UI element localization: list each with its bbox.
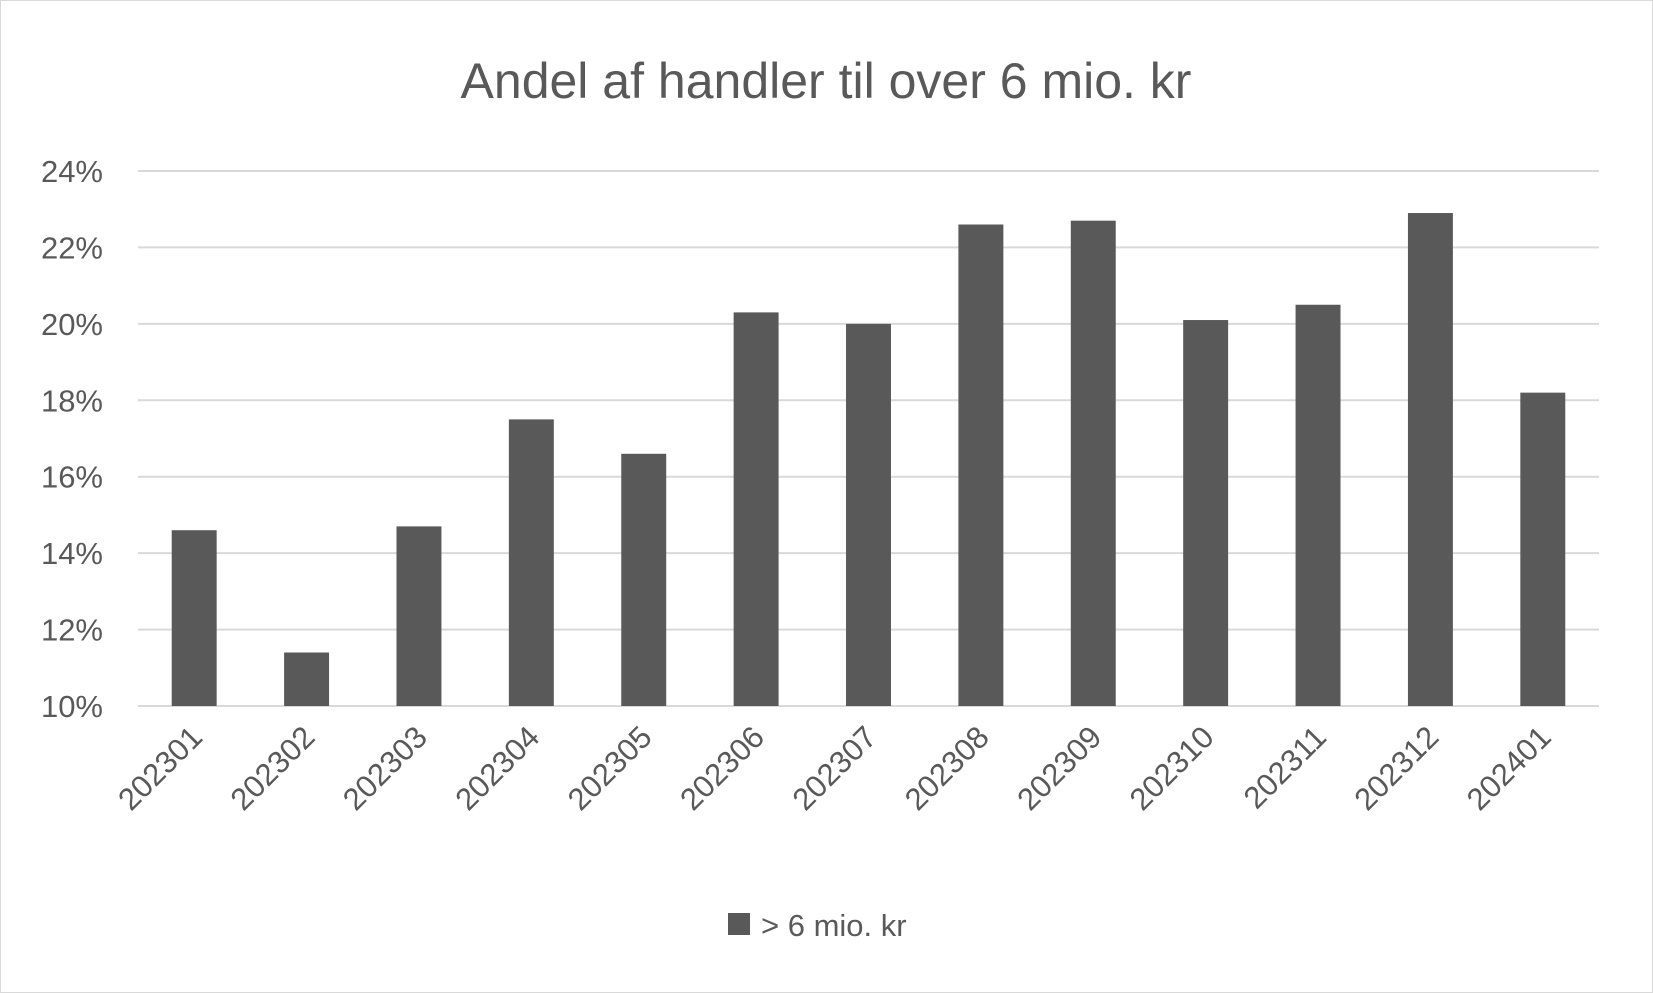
y-axis-tick-labels: 10% 12% 14% 16% 18% 20% 22% 24% [41, 154, 103, 724]
legend: > 6 mio. kr [728, 908, 907, 943]
legend-swatch [728, 913, 750, 935]
x-tick-label: 202307 [786, 719, 884, 817]
bar-202302 [284, 652, 330, 706]
legend-label: > 6 mio. kr [761, 908, 907, 943]
x-tick-label: 202308 [898, 719, 996, 817]
x-tick-label: 202401 [1460, 719, 1558, 817]
bar-202308 [958, 224, 1004, 706]
y-tick-label: 14% [41, 536, 103, 571]
chart-title: Andel af handler til over 6 mio. kr [461, 53, 1192, 109]
bar-202305 [621, 453, 667, 706]
bar-202311 [1295, 304, 1341, 706]
bar-202312 [1407, 213, 1453, 707]
x-tick-label: 202303 [336, 719, 434, 817]
x-tick-label: 202312 [1347, 719, 1445, 817]
x-tick-label: 202301 [111, 719, 209, 817]
y-tick-label: 10% [41, 689, 103, 724]
bar-202306 [733, 312, 779, 706]
bars [171, 213, 1566, 707]
x-tick-label: 202309 [1010, 719, 1108, 817]
y-tick-label: 12% [41, 613, 103, 648]
y-tick-label: 24% [41, 154, 103, 189]
bar-202301 [171, 530, 217, 706]
y-tick-label: 22% [41, 230, 103, 265]
x-tick-label: 202304 [448, 719, 546, 817]
bar-202310 [1183, 320, 1229, 706]
bar-202304 [508, 419, 554, 706]
bar-202303 [396, 526, 442, 706]
x-tick-label: 202311 [1237, 719, 1333, 815]
x-tick-label: 202306 [673, 719, 771, 817]
bar-202401 [1520, 392, 1566, 706]
y-tick-label: 16% [41, 460, 103, 495]
bar-202307 [846, 323, 891, 706]
bar-202309 [1070, 220, 1116, 706]
x-axis-tick-labels: 202301 202302 202303 202304 202305 202306 2023… [111, 719, 1558, 817]
x-tick-label: 202302 [224, 719, 322, 817]
y-tick-label: 20% [41, 307, 103, 342]
x-tick-label: 202305 [561, 719, 659, 817]
y-tick-label: 18% [41, 383, 103, 418]
x-tick-label: 202310 [1123, 719, 1221, 817]
